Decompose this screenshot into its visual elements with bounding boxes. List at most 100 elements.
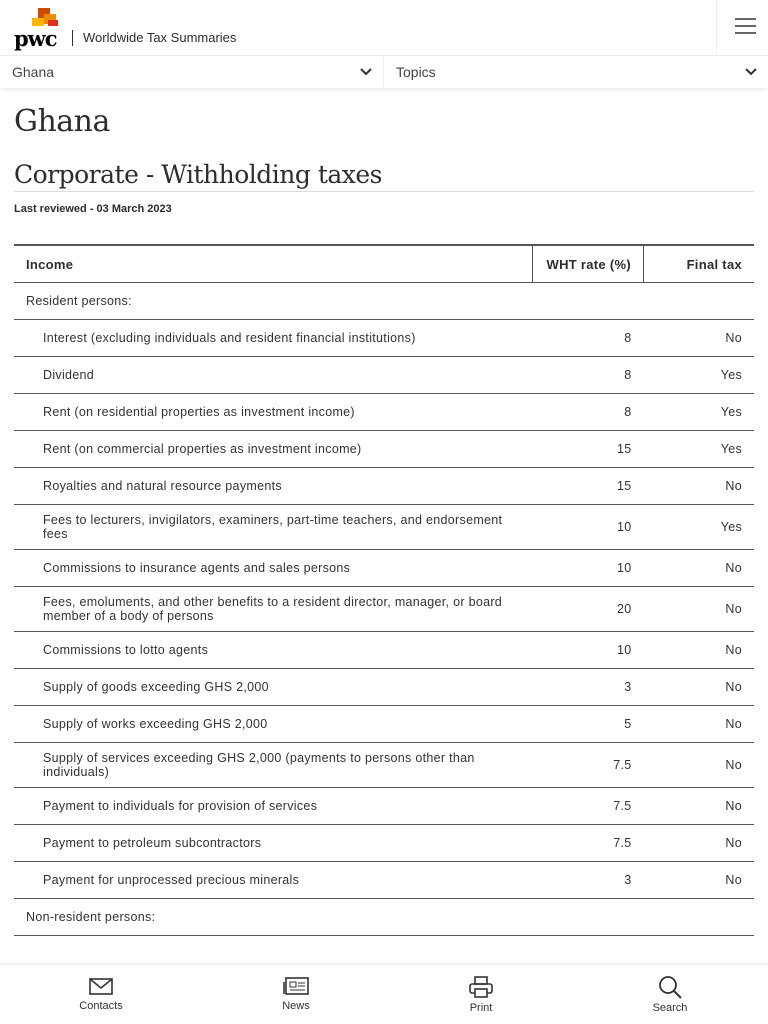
last-reviewed: Last reviewed - 03 March 2023 bbox=[14, 203, 172, 215]
rate-cell: 10 bbox=[532, 549, 644, 587]
final-tax-cell: No bbox=[643, 319, 754, 357]
chevron bbox=[745, 68, 757, 76]
table-body: Resident persons: Interest (excluding ind… bbox=[14, 282, 754, 936]
nav-search[interactable]: Search bbox=[620, 965, 720, 1024]
rate-cell: 10 bbox=[532, 631, 644, 669]
table-row: Supply of goods exceeding GHS 2,000 3 No bbox=[14, 668, 754, 706]
rate-cell: 8 bbox=[532, 356, 644, 394]
section-title: Corporate - Withholding taxes bbox=[14, 160, 754, 192]
wht-table: Income WHT rate (%) Final tax Resident pers… bbox=[14, 244, 754, 936]
final-tax-cell: No bbox=[643, 668, 754, 706]
topics-label: Topics bbox=[396, 64, 436, 80]
news-icon bbox=[283, 977, 309, 995]
income-cell: Payment for unprocessed precious mineral… bbox=[14, 861, 533, 899]
site-title[interactable]: Worldwide Tax Summaries bbox=[72, 30, 236, 46]
income-cell: Rent (on commercial properties as invest… bbox=[14, 430, 533, 468]
topics-select[interactable]: Topics bbox=[384, 56, 768, 88]
country-label: Ghana bbox=[12, 64, 55, 80]
rate-cell: 20 bbox=[532, 586, 644, 632]
group-row: Resident persons: bbox=[14, 282, 754, 320]
table-row: Payment for unprocessed precious mineral… bbox=[14, 861, 754, 899]
income-cell: Payment to individuals for provision of … bbox=[14, 787, 533, 825]
final-tax-cell: Yes bbox=[643, 504, 754, 550]
table-row: Payment to petroleum subcontractors 7.5 No bbox=[14, 824, 754, 862]
income-cell: Interest (excluding individuals and resi… bbox=[14, 319, 533, 357]
rate-cell: 3 bbox=[532, 861, 644, 899]
header-row: Income WHT rate (%) Final tax bbox=[14, 244, 754, 283]
table-row: Commissions to lotto agents 10 No bbox=[14, 631, 754, 669]
nav-label: News bbox=[282, 1000, 310, 1012]
income-cell: Payment to petroleum subcontractors bbox=[14, 824, 533, 862]
income-cell: Supply of works exceeding GHS 2,000 bbox=[14, 705, 533, 743]
income-cell: Supply of goods exceeding GHS 2,000 bbox=[14, 668, 533, 706]
table-row: Rent (on residential properties as inves… bbox=[14, 393, 754, 431]
rate-cell: 8 bbox=[532, 393, 644, 431]
nav-news[interactable]: News bbox=[246, 965, 346, 1024]
rate-cell: 5 bbox=[532, 705, 644, 743]
final-tax-cell: No bbox=[643, 586, 754, 632]
selectors: Ghana Topics bbox=[0, 56, 768, 88]
table-container: Income WHT rate (%) Final tax Resident pers… bbox=[14, 244, 754, 965]
header: pwc Worldwide Tax Summaries bbox=[0, 0, 768, 56]
group-row: Non-resident persons: bbox=[14, 898, 754, 936]
menu-icon bbox=[735, 18, 756, 34]
rate-cell: 7.5 bbox=[532, 824, 644, 862]
final-tax-cell: No bbox=[643, 705, 754, 743]
nav-label: Print bbox=[469, 1002, 493, 1014]
table-row: Royalties and natural resource payments 1… bbox=[14, 467, 754, 505]
country-select[interactable]: Ghana bbox=[0, 56, 384, 88]
column-header: Income bbox=[14, 244, 533, 283]
rate-cell: 3 bbox=[532, 668, 644, 706]
contacts-icon bbox=[89, 978, 113, 995]
table-row: Dividend 8 Yes bbox=[14, 356, 754, 394]
column-header: WHT rate (%) bbox=[532, 244, 644, 283]
table-row: Fees, emoluments, and other benefits to … bbox=[14, 586, 754, 632]
group-label: Resident persons: bbox=[14, 282, 754, 320]
final-tax-cell: No bbox=[643, 824, 754, 862]
menu-button[interactable] bbox=[716, 0, 768, 55]
rate-cell: 7.5 bbox=[532, 787, 644, 825]
final-tax-cell: Yes bbox=[643, 356, 754, 394]
final-tax-cell: Yes bbox=[643, 430, 754, 468]
income-cell: Royalties and natural resource payments bbox=[14, 467, 533, 505]
column-header: Final tax bbox=[643, 244, 754, 283]
rate-cell: 8 bbox=[532, 319, 644, 357]
table-row: Payment to individuals for provision of … bbox=[14, 787, 754, 825]
income-cell: Supply of services exceeding GHS 2,000 (… bbox=[14, 742, 533, 788]
logo-mark bbox=[32, 8, 58, 26]
final-tax-cell: Yes bbox=[643, 393, 754, 431]
table-row: Fees to lecturers, invigilators, examine… bbox=[14, 504, 754, 550]
rate-cell: 7.5 bbox=[532, 742, 644, 788]
table-row: Rent (on commercial properties as invest… bbox=[14, 430, 754, 468]
search-icon bbox=[659, 976, 682, 999]
bottom-nav: Contacts News Print Search bbox=[0, 965, 768, 1024]
group-label: Non-resident persons: bbox=[14, 898, 754, 936]
income-cell: Commissions to insurance agents and sale… bbox=[14, 549, 533, 587]
rate-cell: 10 bbox=[532, 504, 644, 550]
income-cell: Commissions to lotto agents bbox=[14, 631, 533, 669]
rate-cell: 15 bbox=[532, 467, 644, 505]
nav-contacts[interactable]: Contacts bbox=[51, 965, 151, 1024]
nav-label: Search bbox=[652, 1002, 688, 1014]
income-cell: Dividend bbox=[14, 356, 533, 394]
final-tax-cell: No bbox=[643, 861, 754, 899]
table-row: Commissions to insurance agents and sale… bbox=[14, 549, 754, 587]
rate-cell: 15 bbox=[532, 430, 644, 468]
nav-label: Contacts bbox=[79, 1000, 123, 1012]
chevron bbox=[360, 68, 372, 76]
logo[interactable]: pwc bbox=[14, 26, 58, 51]
nav-print[interactable]: Print bbox=[431, 965, 531, 1024]
table-row: Supply of works exceeding GHS 2,000 5 No bbox=[14, 705, 754, 743]
income-cell: Rent (on residential properties as inves… bbox=[14, 393, 533, 431]
income-cell: Fees to lecturers, invigilators, examine… bbox=[14, 504, 533, 550]
final-tax-cell: No bbox=[643, 787, 754, 825]
table-row: Interest (excluding individuals and resi… bbox=[14, 319, 754, 357]
page-title: Ghana bbox=[14, 104, 110, 139]
final-tax-cell: No bbox=[643, 549, 754, 587]
final-tax-cell: No bbox=[643, 631, 754, 669]
final-tax-cell: No bbox=[643, 467, 754, 505]
table-row: Supply of services exceeding GHS 2,000 (… bbox=[14, 742, 754, 788]
print-icon bbox=[469, 976, 493, 998]
income-cell: Fees, emoluments, and other benefits to … bbox=[14, 586, 533, 632]
